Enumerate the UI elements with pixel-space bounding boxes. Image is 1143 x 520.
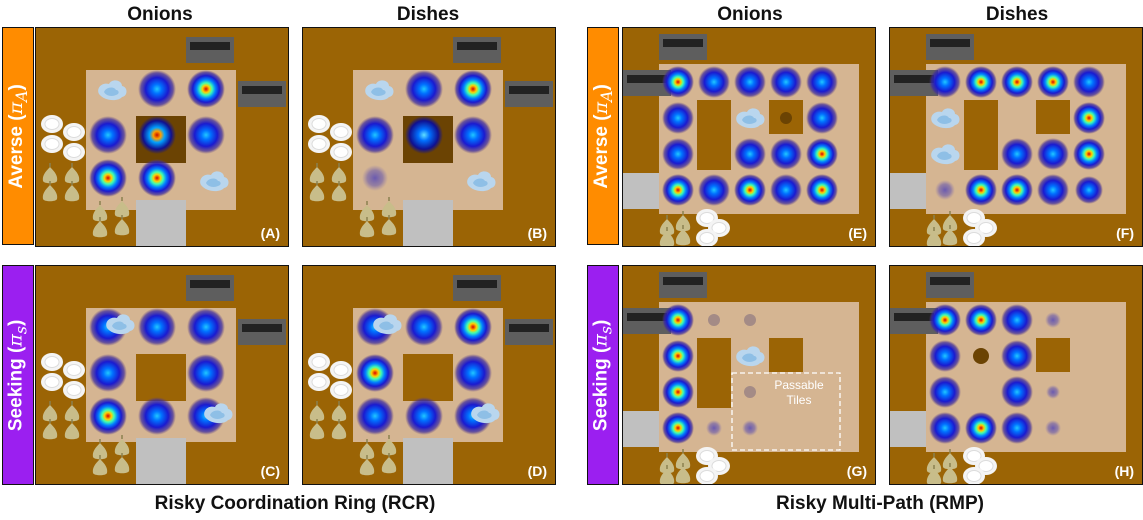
- risk-heatmap: [929, 304, 1061, 444]
- dish-stack-icon: [962, 446, 998, 484]
- serving-station-icon: [926, 34, 974, 60]
- dish-stack-icon: [40, 114, 86, 162]
- panel-rmp-averse-onions: (E): [622, 27, 876, 247]
- row-label-averse-rcr: Averse (πA): [2, 27, 34, 245]
- risk-heatmap: [89, 308, 233, 435]
- panel-letter: (E): [848, 225, 867, 241]
- serving-station-icon: [453, 37, 501, 63]
- serving-station-icon: [238, 81, 286, 107]
- serving-station-icon: [453, 275, 501, 301]
- serving-station-icon: [238, 319, 286, 345]
- passable-tiles-label: Passable Tiles: [774, 378, 824, 407]
- panel-letter: (H): [1114, 463, 1134, 479]
- panel-rcr-seeking-onions: (C): [35, 265, 289, 485]
- serving-station-icon: [186, 37, 234, 63]
- risk-heatmap: [662, 66, 838, 206]
- risk-heatmap: [356, 308, 500, 435]
- delivery-counter: [136, 200, 186, 246]
- risk-heatmap: [89, 70, 229, 197]
- dish-stack-icon: [695, 446, 731, 484]
- panel-rmp-averse-dishes: (F): [889, 27, 1143, 247]
- onion-pile-icon: [659, 210, 691, 246]
- serving-station-icon: [926, 272, 974, 298]
- column-header-dishes-rcr: Dishes: [396, 4, 460, 25]
- dish-stack-icon: [962, 208, 998, 246]
- panel-rcr-averse-dishes: (B): [302, 27, 556, 247]
- dish-stack-icon: [307, 352, 353, 400]
- row-label-seeking-rcr: Seeking (πs): [2, 265, 34, 485]
- panel-letter: (B): [527, 225, 547, 241]
- risk-heatmap: [929, 66, 1105, 206]
- onion-pile-icon: [926, 210, 958, 246]
- layout-title-rcr: Risky Coordination Ring (RCR): [154, 493, 436, 514]
- column-header-dishes-rmp: Dishes: [985, 4, 1049, 25]
- panel-rmp-seeking-dishes: (H): [889, 265, 1143, 485]
- column-header-onions-rcr: Onions: [127, 4, 193, 25]
- layout-title-rmp: Risky Multi-Path (RMP): [776, 493, 984, 514]
- row-label-seeking-rmp: Seeking (πs): [587, 265, 619, 485]
- panel-letter: (C): [260, 463, 280, 479]
- dish-stack-icon: [40, 352, 86, 400]
- serving-station-icon: [659, 272, 707, 298]
- panel-rcr-seeking-dishes: (D): [302, 265, 556, 485]
- onion-pile-icon: [659, 448, 691, 484]
- panel-letter: (D): [527, 463, 547, 479]
- panel-rcr-averse-onions: (A): [35, 27, 289, 247]
- serving-station-icon: [505, 81, 553, 107]
- panel-letter: (F): [1116, 225, 1134, 241]
- serving-station-icon: [505, 319, 553, 345]
- dish-stack-icon: [695, 208, 731, 246]
- panel-letter: (A): [260, 225, 280, 241]
- risk-heatmap: [662, 304, 765, 444]
- column-header-onions-rmp: Onions: [717, 4, 783, 25]
- passable-tiles-box: [731, 372, 841, 451]
- onion-pile-icon: [926, 448, 958, 484]
- dish-stack-icon: [307, 114, 353, 162]
- panel-rmp-seeking-onions: Passable Tiles (G): [622, 265, 876, 485]
- serving-station-icon: [659, 34, 707, 60]
- serving-station-icon: [186, 275, 234, 301]
- panel-letter: (G): [846, 463, 867, 479]
- row-label-averse-rmp: Averse (πA): [587, 27, 619, 245]
- risk-heatmap: [356, 70, 496, 192]
